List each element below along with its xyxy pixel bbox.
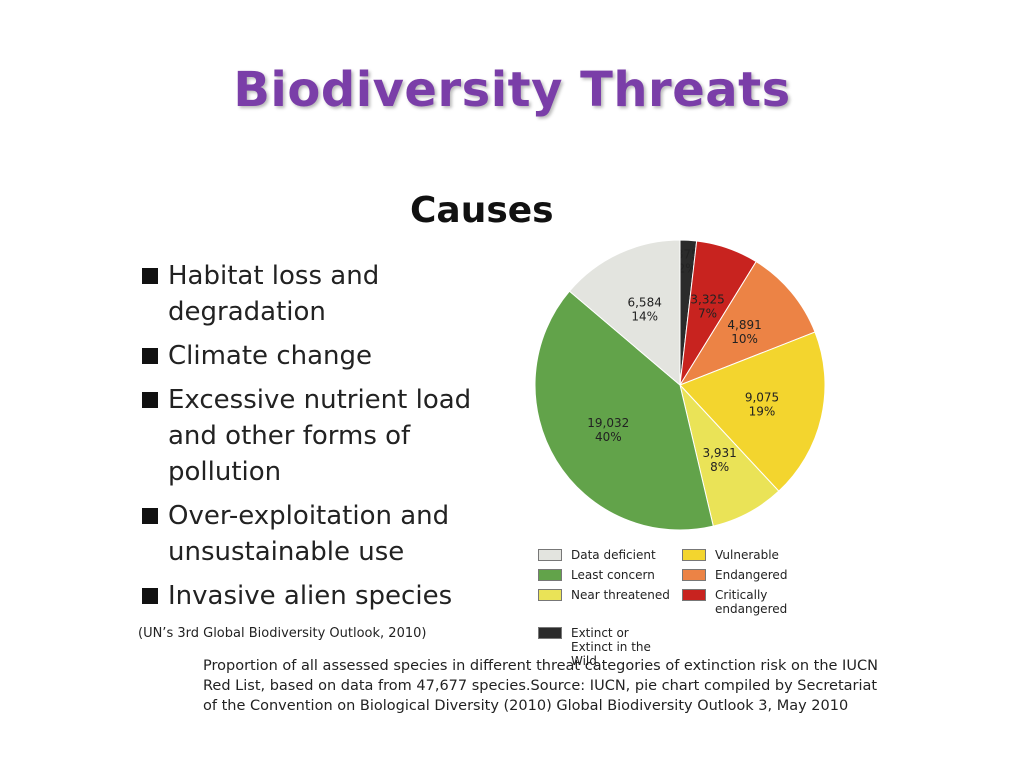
bullet-square-icon bbox=[142, 392, 158, 408]
bullet-square-icon bbox=[142, 348, 158, 364]
bullet-square-icon bbox=[142, 508, 158, 524]
legend-item: Critically endangered bbox=[682, 588, 838, 616]
slice-value-label: 875 bbox=[676, 248, 699, 262]
cause-text: Invasive alien species bbox=[168, 581, 453, 611]
cause-text: Habitat loss and degradation bbox=[168, 261, 380, 327]
cause-item: Climate change bbox=[140, 338, 480, 374]
causes-heading: Causes bbox=[410, 190, 554, 231]
slice-percent-label: 14% bbox=[631, 310, 658, 324]
slice-value-label: 3,325 bbox=[690, 293, 724, 307]
slice-percent-label: 7% bbox=[698, 307, 717, 321]
legend-item: Extinct or Extinct in the Wild bbox=[538, 626, 668, 668]
legend-swatch bbox=[538, 627, 562, 639]
legend-swatch bbox=[682, 569, 706, 581]
cause-item: Habitat loss and degradation bbox=[140, 258, 480, 330]
legend-label: Vulnerable bbox=[715, 548, 779, 562]
legend-label: Critically endangered bbox=[715, 588, 788, 616]
legend-item: Least concern bbox=[538, 568, 655, 582]
legend-label: Least concern bbox=[571, 568, 655, 582]
legend-swatch bbox=[682, 589, 706, 601]
cause-item: Excessive nutrient load and other forms … bbox=[140, 382, 480, 490]
legend-swatch bbox=[682, 549, 706, 561]
pie-slice bbox=[678, 260, 816, 387]
chart-caption: Proportion of all assessed species in di… bbox=[203, 658, 878, 714]
legend-label: Near threatened bbox=[571, 588, 670, 602]
slice-percent-label: 19% bbox=[749, 405, 776, 419]
slice-value-label: 6,584 bbox=[627, 296, 661, 310]
pie-slice bbox=[568, 239, 681, 387]
slice-percent-label: 40% bbox=[595, 430, 622, 444]
legend-item: Data deficient bbox=[538, 548, 656, 562]
legend-swatch bbox=[538, 569, 562, 581]
legend-item: Endangered bbox=[682, 568, 787, 582]
slice-value-label: 19,032 bbox=[587, 416, 629, 430]
chart-legend: Data deficient Least concern Near threaten… bbox=[538, 548, 838, 668]
legend-item: Near threatened bbox=[538, 588, 670, 602]
legend-swatch bbox=[538, 549, 562, 561]
legend-label: Endangered bbox=[715, 568, 788, 582]
legend-swatch bbox=[538, 589, 562, 601]
slice-value-label: 3,931 bbox=[702, 446, 736, 460]
legend-label: Extinct or Extinct in the Wild bbox=[571, 626, 651, 668]
slice-value-label: 4,891 bbox=[727, 318, 761, 332]
legend-label: Data deficient bbox=[571, 548, 656, 562]
cause-text: Excessive nutrient load and other forms … bbox=[168, 385, 472, 487]
bullet-square-icon bbox=[142, 268, 158, 284]
causes-list: Habitat loss and degradation Climate cha… bbox=[140, 258, 480, 622]
slice-value-label: 9,075 bbox=[745, 391, 779, 405]
page-title: Biodiversity Threats bbox=[233, 62, 791, 118]
cause-item: Invasive alien species bbox=[140, 578, 480, 614]
legend-item: Vulnerable bbox=[682, 548, 779, 562]
cause-text: Over-exploitation and unsustainable use bbox=[168, 501, 450, 567]
pie-slice bbox=[534, 290, 714, 531]
bullet-square-icon bbox=[142, 588, 158, 604]
pie-slice bbox=[679, 331, 826, 492]
source-note: (UN’s 3rd Global Biodiversity Outlook, 2… bbox=[138, 626, 427, 641]
slice-percent-label: 8% bbox=[710, 460, 729, 474]
cause-item: Over-exploitation and unsustainable use bbox=[140, 498, 480, 570]
cause-text: Climate change bbox=[168, 341, 373, 371]
slice-percent-label: 10% bbox=[731, 332, 758, 346]
slice-percent-label: 2% bbox=[678, 262, 697, 276]
